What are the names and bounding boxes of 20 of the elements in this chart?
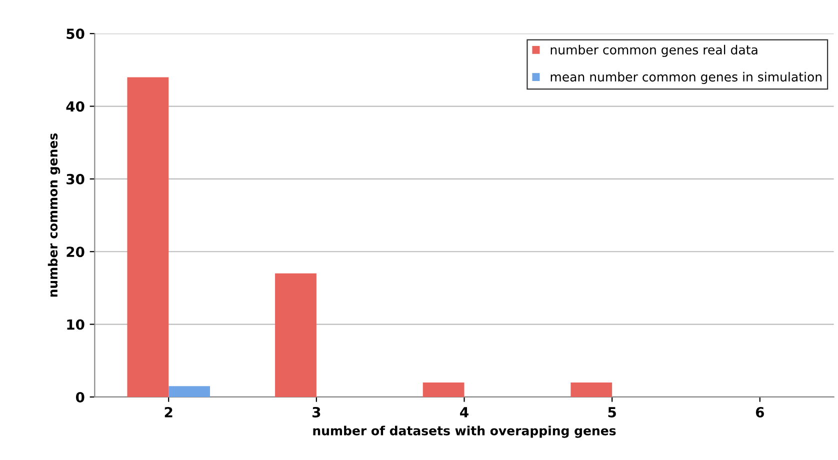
- bar: [168, 386, 210, 397]
- y-tick-label: 0: [76, 392, 84, 402]
- legend-label: mean number common genes in simulation: [550, 72, 822, 84]
- x-tick-label: 6: [756, 406, 764, 418]
- legend-label: number common genes real data: [550, 44, 758, 57]
- y-tick-label: 30: [66, 174, 84, 184]
- bar: [570, 382, 612, 397]
- y-tick-label: 50: [66, 28, 84, 40]
- y-tick-label: 20: [66, 246, 84, 258]
- bar: [422, 382, 464, 397]
- x-axis-title: number of datasets with overapping genes: [313, 426, 616, 438]
- bar: [275, 273, 316, 397]
- y-axis-title: number common genes: [48, 133, 60, 297]
- x-tick-label: 2: [164, 406, 172, 418]
- y-tick-label: 40: [66, 101, 84, 112]
- x-tick-label: 5: [608, 407, 616, 418]
- x-tick-label: 3: [312, 406, 320, 418]
- x-tick-label: 4: [460, 407, 468, 418]
- y-tick-label: 10: [67, 319, 84, 330]
- bar: [127, 77, 169, 397]
